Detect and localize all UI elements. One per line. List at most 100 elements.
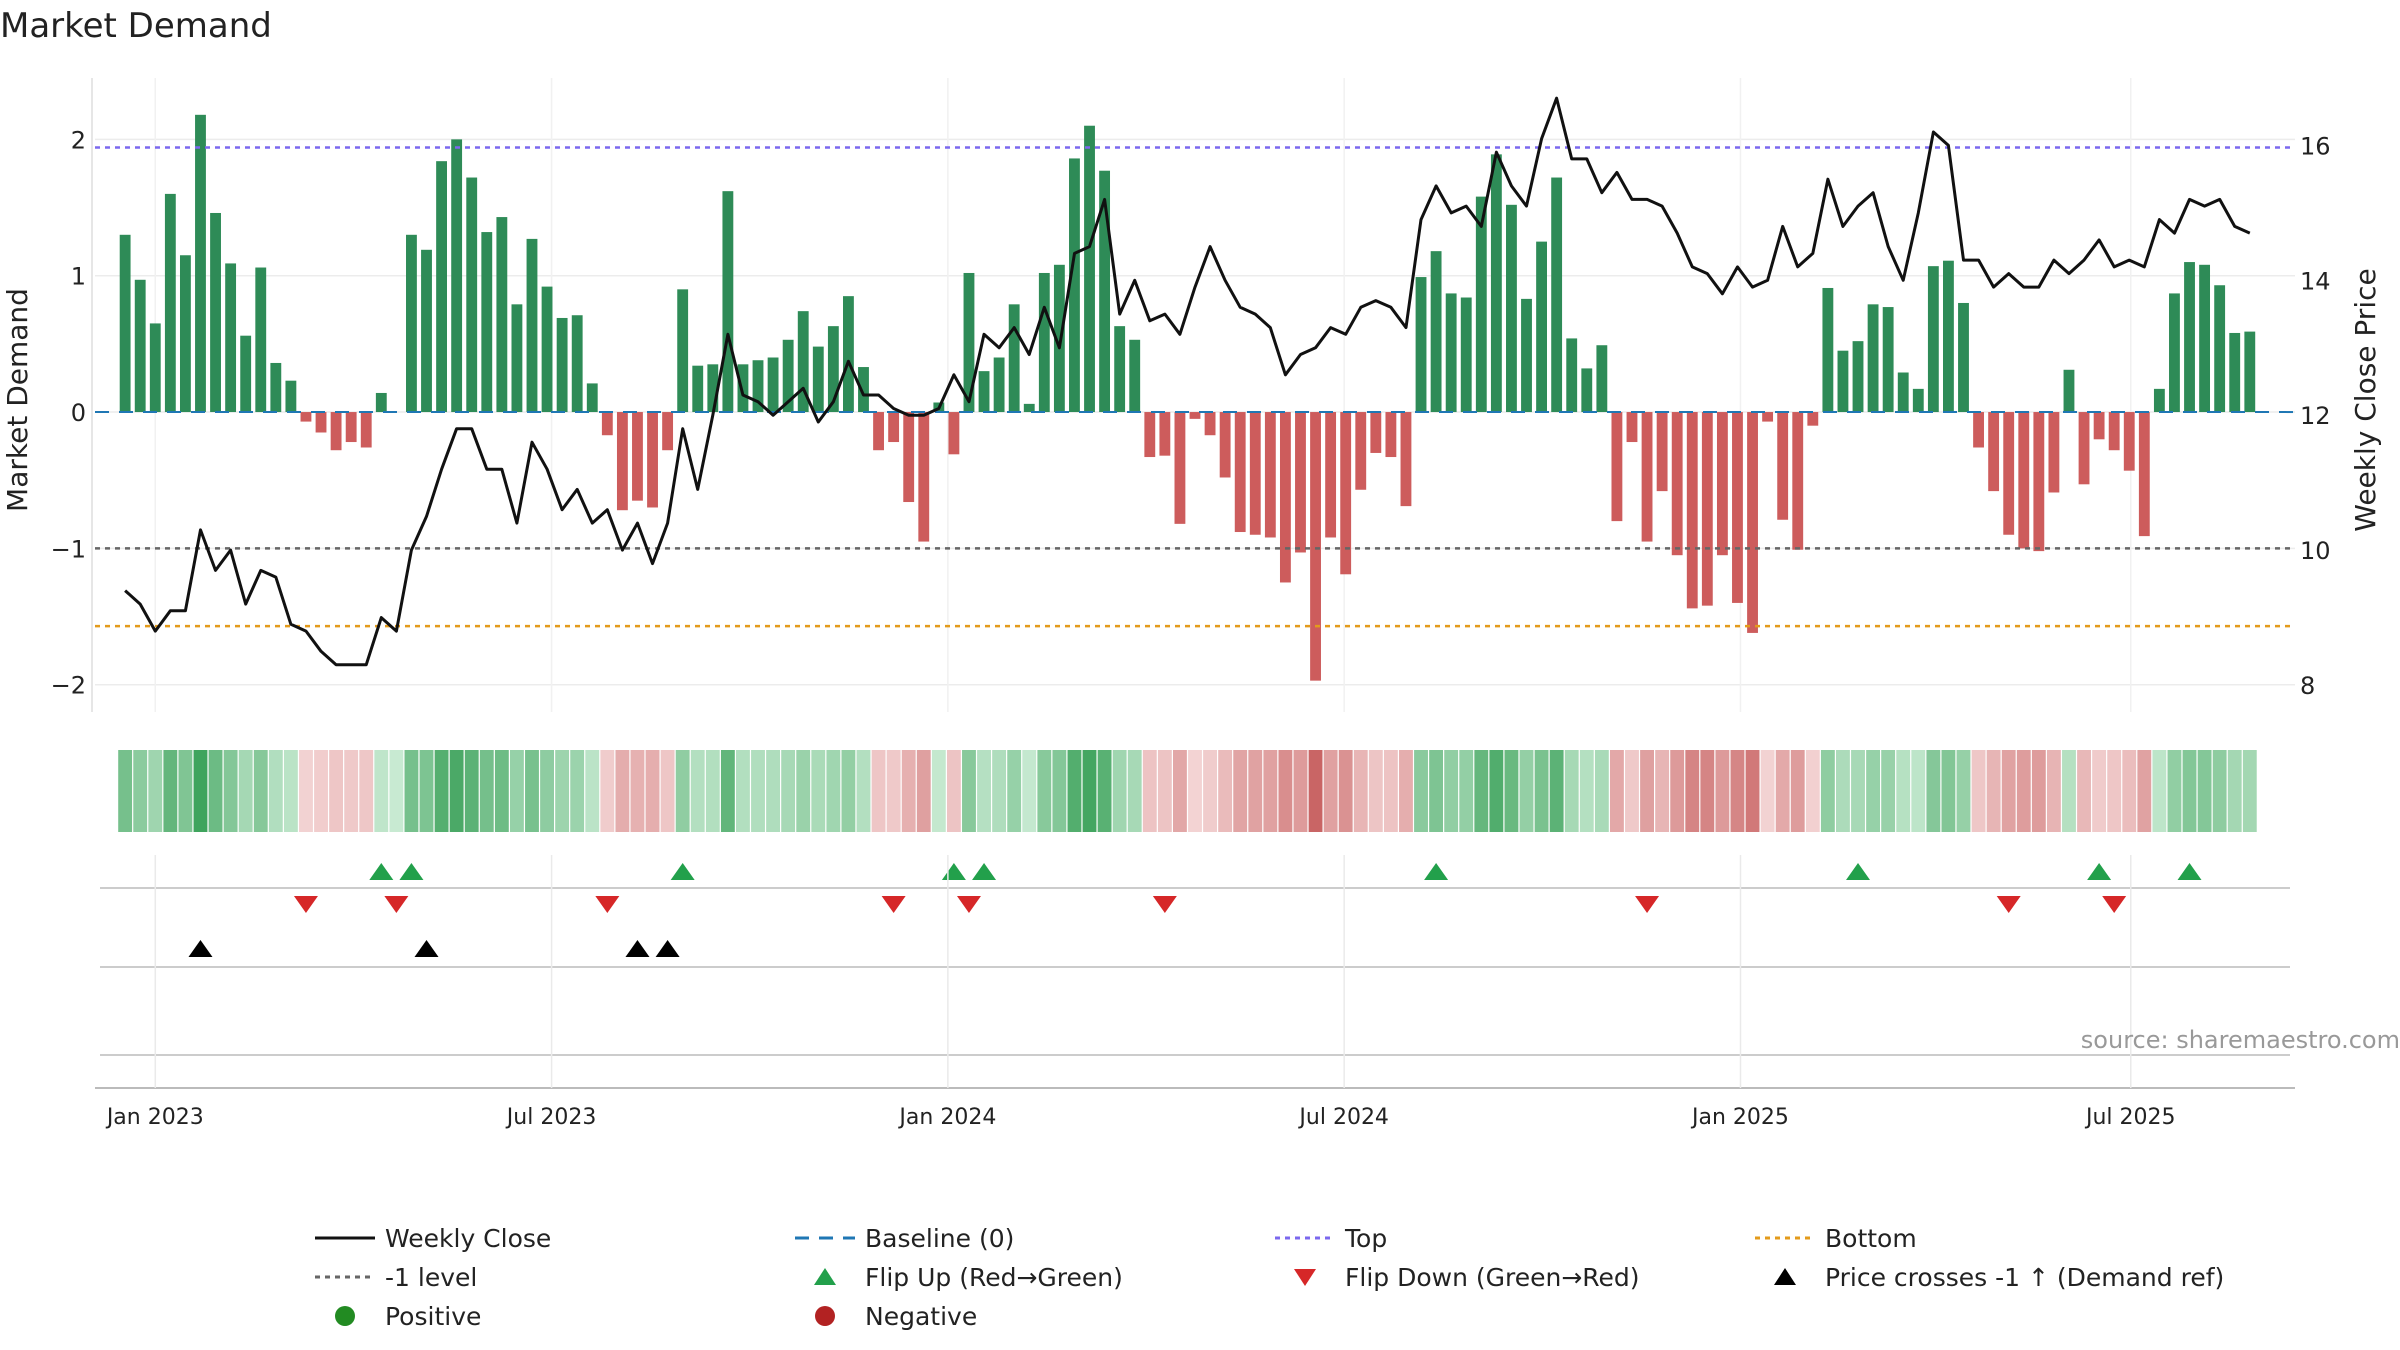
bar-positive: [2169, 293, 2180, 413]
bar-positive: [1822, 287, 1834, 413]
bar-positive: [692, 365, 704, 413]
heat-cell: [389, 750, 404, 832]
bar-negative: [1777, 412, 1789, 520]
heat-cell: [2152, 750, 2167, 832]
heat-cell: [1640, 750, 1654, 832]
reference-lines: [95, 146, 2295, 628]
flip-up-marker: [972, 863, 997, 880]
heat-cell: [585, 750, 600, 832]
bar-positive: [812, 346, 824, 413]
heat-cell: [479, 750, 494, 832]
bar-positive: [707, 364, 719, 413]
flip-down-marker: [384, 896, 409, 913]
heat-cell: [2062, 750, 2076, 832]
heat-cell: [992, 750, 1007, 832]
heat-cell: [1368, 750, 1383, 832]
bar-negative: [1762, 412, 1774, 422]
left-tick-label: 2: [71, 126, 86, 154]
heat-cell: [1127, 750, 1142, 832]
bar-positive: [1566, 338, 1578, 413]
bar-positive: [1897, 372, 1909, 413]
heat-cell: [1082, 750, 1097, 832]
bar-positive: [963, 272, 975, 413]
x-tick-label: Jul 2023: [505, 1105, 597, 1130]
bar-positive: [1475, 196, 1487, 413]
heat-cell: [2107, 750, 2122, 832]
heat-cell: [525, 750, 539, 832]
bar-positive: [1460, 297, 1472, 413]
heat-cell: [1986, 750, 2001, 832]
bar-negative: [2138, 412, 2150, 537]
bar-positive: [2199, 264, 2211, 413]
bar-positive: [2244, 331, 2256, 413]
legend-swatch: [815, 1306, 835, 1326]
bar-positive: [134, 279, 146, 413]
bar-negative: [1264, 412, 1276, 538]
heat-cell: [977, 750, 991, 832]
bar-negative: [1189, 412, 1201, 419]
heat-cell: [2031, 750, 2046, 832]
heat-cell: [781, 750, 796, 832]
bar-negative: [1732, 412, 1743, 603]
heat-cell: [1805, 750, 1820, 832]
bar-positive: [752, 360, 764, 413]
bar-positive: [1099, 170, 1111, 413]
heat-cell: [796, 750, 811, 832]
bar-negative: [1686, 412, 1698, 609]
bar-negative: [1701, 412, 1713, 606]
heat-cell: [841, 750, 856, 832]
bar-positive: [1114, 326, 1126, 413]
bar-positive: [782, 339, 794, 413]
weekly-close-series: [124, 96, 2251, 667]
heat-cell: [449, 750, 464, 832]
heat-cell: [2197, 750, 2212, 832]
bar-positive: [1882, 307, 1894, 413]
heat-cell: [1685, 750, 1700, 832]
bar-positive: [1912, 388, 1924, 413]
heat-cell: [931, 750, 946, 832]
legend-label: Positive: [385, 1302, 481, 1331]
bar-positive: [1837, 350, 1849, 413]
bar-positive: [451, 139, 463, 413]
bar-negative: [300, 412, 312, 422]
flip-down-marker: [881, 896, 906, 913]
heat-cell: [1760, 750, 1775, 832]
flip-up-marker: [1846, 863, 1871, 880]
right-tick-label: 12: [2300, 402, 2331, 430]
bar-negative: [1249, 412, 1261, 535]
heat-cell: [238, 750, 253, 832]
bar-positive: [1490, 154, 1502, 413]
bar-positive: [481, 232, 493, 413]
weekly-close-line: [124, 96, 2251, 667]
bar-positive: [1943, 260, 1954, 413]
heat-cell: [509, 750, 524, 832]
bar-positive: [1521, 298, 1532, 413]
bar-negative: [1159, 412, 1171, 456]
bar-negative: [632, 412, 643, 501]
bar-negative: [2003, 412, 2015, 535]
bar-negative: [1671, 412, 1683, 556]
heat-cell: [283, 750, 298, 832]
heat-cell: [1429, 750, 1444, 832]
heat-cell: [962, 750, 976, 832]
heat-cell: [1097, 750, 1112, 832]
heat-cell: [1851, 750, 1865, 832]
legend-label: Weekly Close: [385, 1224, 551, 1253]
heat-cell: [570, 750, 585, 832]
bar-positive: [978, 371, 990, 413]
x-tick-label: Jul 2024: [1297, 1105, 1389, 1130]
bar-negative: [2108, 412, 2120, 451]
heat-cell: [1715, 750, 1730, 832]
bar-positive: [164, 193, 176, 413]
heat-cell: [1790, 750, 1805, 832]
heat-cell: [1474, 750, 1489, 832]
heat-cell: [1579, 750, 1594, 832]
heat-cell: [630, 750, 645, 832]
heat-cell: [1278, 750, 1293, 832]
price-cross-marker: [414, 940, 439, 957]
bar-negative: [888, 412, 900, 443]
heat-cell: [1926, 750, 1941, 832]
heat-cell: [690, 750, 705, 832]
bar-negative: [1973, 412, 1984, 448]
bar-negative: [1295, 412, 1306, 553]
